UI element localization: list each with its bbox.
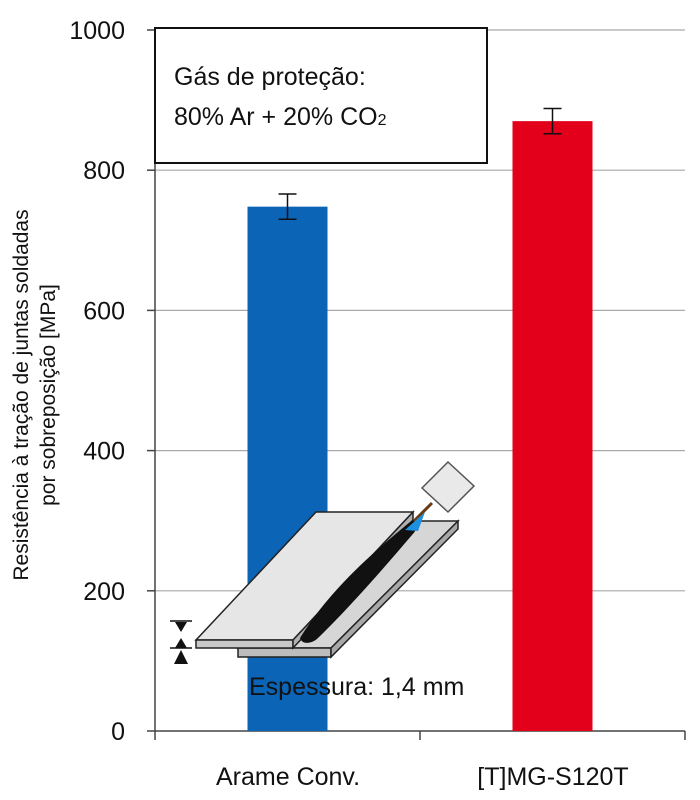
category-label-1: Arame Conv. [216, 763, 360, 791]
weld-joint-illustration [170, 460, 476, 664]
thickness-label: Espessura: 1,4 mm [249, 673, 464, 701]
category-label-2: [T]MG-S120T [477, 763, 628, 791]
y-axis-title-line2: por sobreposição [MPa] [37, 284, 60, 506]
y-tick-label: 200 [83, 578, 125, 606]
annotation-line2: 80% Ar + 20% CO2 [174, 103, 387, 131]
annotation-box: Gás de proteção: 80% Ar + 20% CO2 [154, 27, 488, 164]
y-tick-label: 1000 [69, 17, 125, 45]
y-tick-label: 400 [83, 438, 125, 466]
y-axis-title-line1: Resistência à tração de juntas soldadas [10, 209, 33, 580]
y-axis-title: Resistência à tração de juntas soldadas … [10, 209, 60, 580]
annotation-line1: Gás de proteção: [174, 63, 366, 91]
y-tick-label: 0 [111, 718, 125, 746]
y-tick-label: 800 [83, 157, 125, 185]
welding-torch [405, 460, 476, 531]
error-bar-2 [543, 107, 562, 135]
bars [247, 107, 593, 732]
bar-2 [512, 121, 593, 731]
thickness-marker-icon [170, 620, 192, 664]
error-bar-1 [278, 193, 297, 221]
y-tick-label: 600 [83, 297, 125, 325]
y-axis-ticks: 0 200 400 600 800 1000 [69, 17, 155, 746]
